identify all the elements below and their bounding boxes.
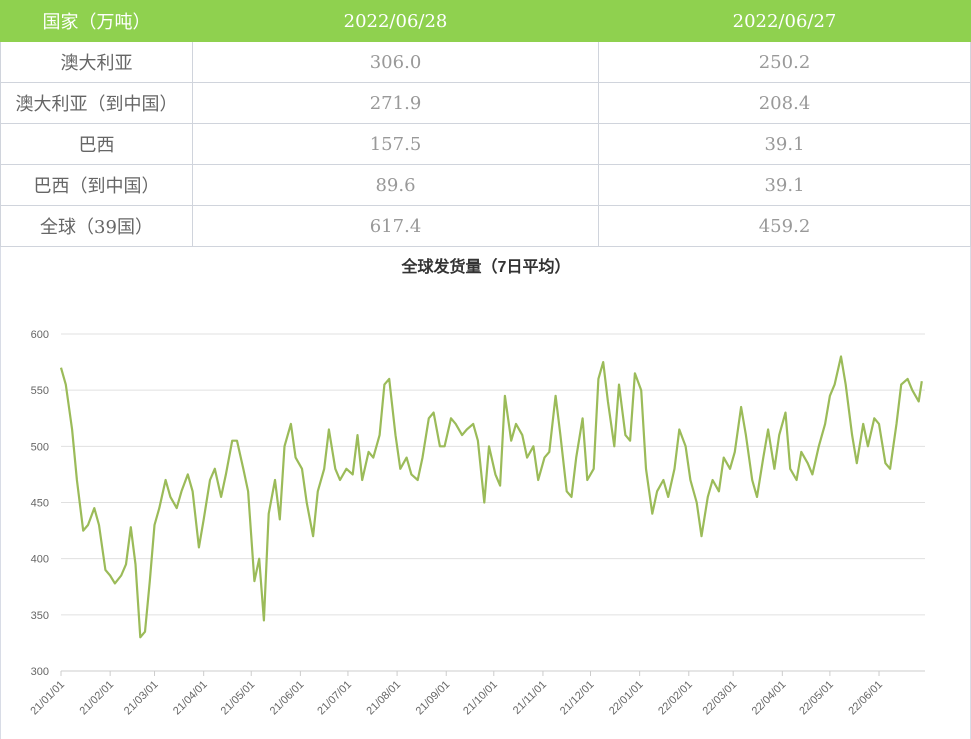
y-tick-label: 450 [31,498,49,510]
data-table: 国家（万吨） 2022/06/28 2022/06/27 澳大利亚 306.0 250.… [0,0,971,247]
table-cell: 208.4 [598,82,971,124]
table-cell: 306.0 [192,41,599,83]
x-tick-label: 22/01/01 [607,679,646,718]
x-tick-label: 21/11/01 [511,679,549,717]
data-line [59,355,923,639]
table-cell: 巴西 [0,123,193,165]
x-tick-label: 21/10/01 [461,679,500,718]
y-tick-label: 500 [31,441,49,453]
x-tick-label: 22/06/01 [846,679,885,718]
table-cell: 澳大利亚 [0,41,193,83]
header-row: 国家（万吨） 2022/06/28 2022/06/27 [0,0,971,42]
x-tick-label: 21/12/01 [558,679,597,718]
x-tick-label: 21/07/01 [315,679,354,718]
x-tick-label: 21/03/01 [122,679,161,718]
x-tick-label: 21/06/01 [268,679,307,718]
header-cell: 国家（万吨） [0,0,193,42]
x-tick-label: 21/04/01 [171,679,210,718]
x-tick-label: 21/08/01 [364,679,403,718]
header-cell: 2022/06/27 [598,0,971,42]
table-cell: 250.2 [598,41,971,83]
table-cell: 157.5 [192,123,599,165]
table-row: 全球（39国） 617.4 459.2 [0,205,971,247]
table-cell: 巴西（到中国） [0,164,193,206]
y-tick-label: 350 [31,610,49,622]
x-tick-label: 21/01/01 [28,679,67,718]
table-row: 巴西 157.5 39.1 [0,123,971,165]
table-cell: 全球（39国） [0,205,193,247]
y-tick-label: 400 [31,554,49,566]
table-cell: 39.1 [598,164,971,206]
y-tick-label: 300 [31,666,49,678]
table-cell: 89.6 [192,164,599,206]
x-tick-label: 22/02/01 [656,679,695,718]
table-cell: 459.2 [598,205,971,247]
table-row: 澳大利亚 306.0 250.2 [0,41,971,83]
x-tick-label: 21/02/01 [77,679,116,718]
chart-title: 全球发货量（7日平均） [401,257,571,276]
header-cell: 2022/06/28 [192,0,599,42]
table-body: 澳大利亚 306.0 250.2 澳大利亚（到中国） 271.9 208.4 巴西 157.5… [0,41,971,247]
y-tick-label: 600 [31,329,49,341]
x-tick-label: 22/04/01 [750,679,789,718]
table-row: 巴西（到中国） 89.6 39.1 [0,164,971,206]
table-cell: 澳大利亚（到中国） [0,82,193,124]
table-cell: 39.1 [598,123,971,165]
y-tick-label: 550 [31,385,49,397]
table-row: 澳大利亚（到中国） 271.9 208.4 [0,82,971,124]
x-tick-label: 22/03/01 [701,679,740,718]
x-tick-label: 22/05/01 [797,679,836,718]
x-tick-label: 21/09/01 [414,679,453,718]
table-cell: 271.9 [192,82,599,124]
chart: 全球发货量（7日平均） 300 350 400 450 500 550 600 21/01/0… [0,247,971,739]
x-tick-label: 21/05/01 [219,679,258,718]
table-cell: 617.4 [192,205,599,247]
